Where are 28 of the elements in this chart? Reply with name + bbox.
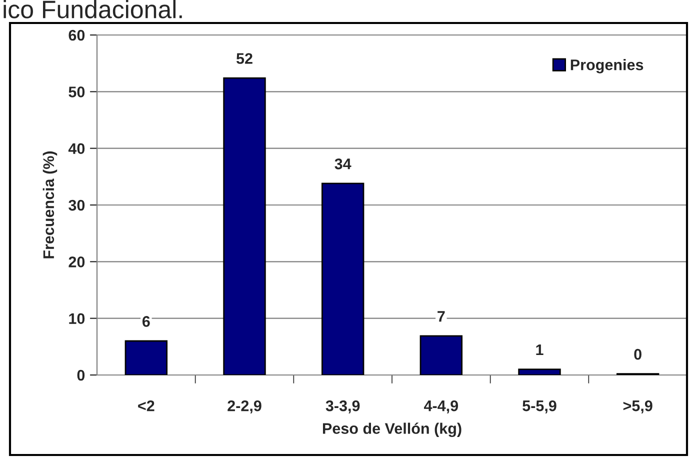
y-tick-label: 60 — [68, 30, 85, 41]
x-tick-label: 4-4,9 — [424, 400, 458, 414]
data-label: 0 — [634, 348, 642, 360]
data-label: 52 — [236, 53, 252, 64]
x-tick-label: <2 — [138, 400, 154, 412]
x-tick-label: 3-3,9 — [326, 400, 360, 414]
y-tick-label: 20 — [68, 256, 85, 268]
bar — [518, 368, 561, 375]
y-tick-label: 0 — [77, 370, 85, 381]
x-tick-label: 5-5,9 — [522, 400, 556, 414]
x-tick-label: 2-2,9 — [228, 400, 262, 414]
data-label: 6 — [142, 316, 150, 327]
data-label: 34 — [334, 158, 352, 170]
legend-label: Progenies — [570, 59, 644, 74]
y-tick-label: 10 — [69, 313, 85, 324]
bar — [223, 77, 266, 375]
text: ico Fundacional. — [4, 0, 182, 18]
y-axis-title: Frecuencia (%) — [42, 151, 58, 258]
bar — [321, 182, 364, 375]
bar — [124, 340, 168, 375]
y-tick-label: 30 — [68, 200, 85, 211]
y-tick-label: 40 — [68, 143, 85, 154]
x-tick-label: >5,9 — [623, 400, 652, 414]
bar — [420, 335, 463, 375]
data-label: 1 — [536, 344, 544, 356]
x-axis-title: Peso de Vellón (kg) — [322, 422, 462, 438]
y-tick-label: 50 — [68, 86, 85, 98]
data-label: 7 — [438, 311, 445, 322]
